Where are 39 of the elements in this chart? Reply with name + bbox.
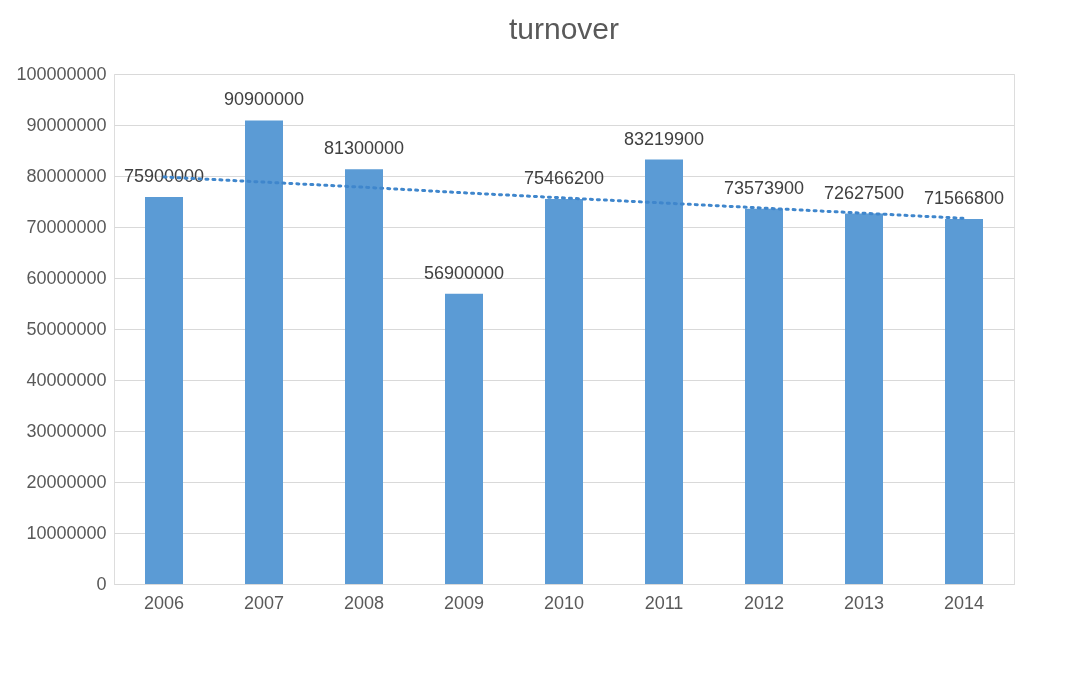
data-label: 83219900 <box>623 128 705 149</box>
y-tick-label: 100000000 <box>16 63 107 84</box>
y-tick-label: 20000000 <box>26 471 107 492</box>
bar <box>845 213 883 584</box>
x-tick-label: 2014 <box>943 592 985 613</box>
data-label: 81300000 <box>323 138 405 159</box>
y-tick-label: 60000000 <box>26 267 107 288</box>
y-tick-label: 70000000 <box>26 216 107 237</box>
data-label: 56900000 <box>423 262 505 283</box>
y-tick-label: 30000000 <box>26 420 107 441</box>
bar <box>245 120 283 584</box>
x-tick-label: 2008 <box>343 592 385 613</box>
bar <box>445 293 483 584</box>
x-tick-label: 2013 <box>843 592 885 613</box>
chart-title: turnover <box>508 12 620 45</box>
y-tick-label: 80000000 <box>26 165 107 186</box>
bar <box>645 159 683 584</box>
bar <box>145 196 183 584</box>
bar <box>945 219 983 584</box>
y-tick-label: 40000000 <box>26 369 107 390</box>
y-tick-label: 10000000 <box>26 522 107 543</box>
data-label: 90900000 <box>223 89 305 110</box>
y-tick-label: 90000000 <box>26 114 107 135</box>
data-label: 73573900 <box>723 177 805 198</box>
data-label: 71566800 <box>923 188 1005 209</box>
x-tick-label: 2007 <box>243 592 285 613</box>
bar <box>345 169 383 584</box>
bar <box>745 208 783 584</box>
x-tick-label: 2011 <box>644 592 684 613</box>
data-label: 72627500 <box>823 182 905 203</box>
data-label: 75900000 <box>123 165 205 186</box>
bar <box>545 199 583 584</box>
y-tick-label: 0 <box>96 573 107 594</box>
data-label: 75466200 <box>523 168 605 189</box>
x-tick-label: 2006 <box>143 592 185 613</box>
x-tick-label: 2012 <box>743 592 785 613</box>
x-tick-label: 2010 <box>543 592 585 613</box>
y-tick-label: 50000000 <box>26 318 107 339</box>
x-tick-label: 2009 <box>443 592 485 613</box>
